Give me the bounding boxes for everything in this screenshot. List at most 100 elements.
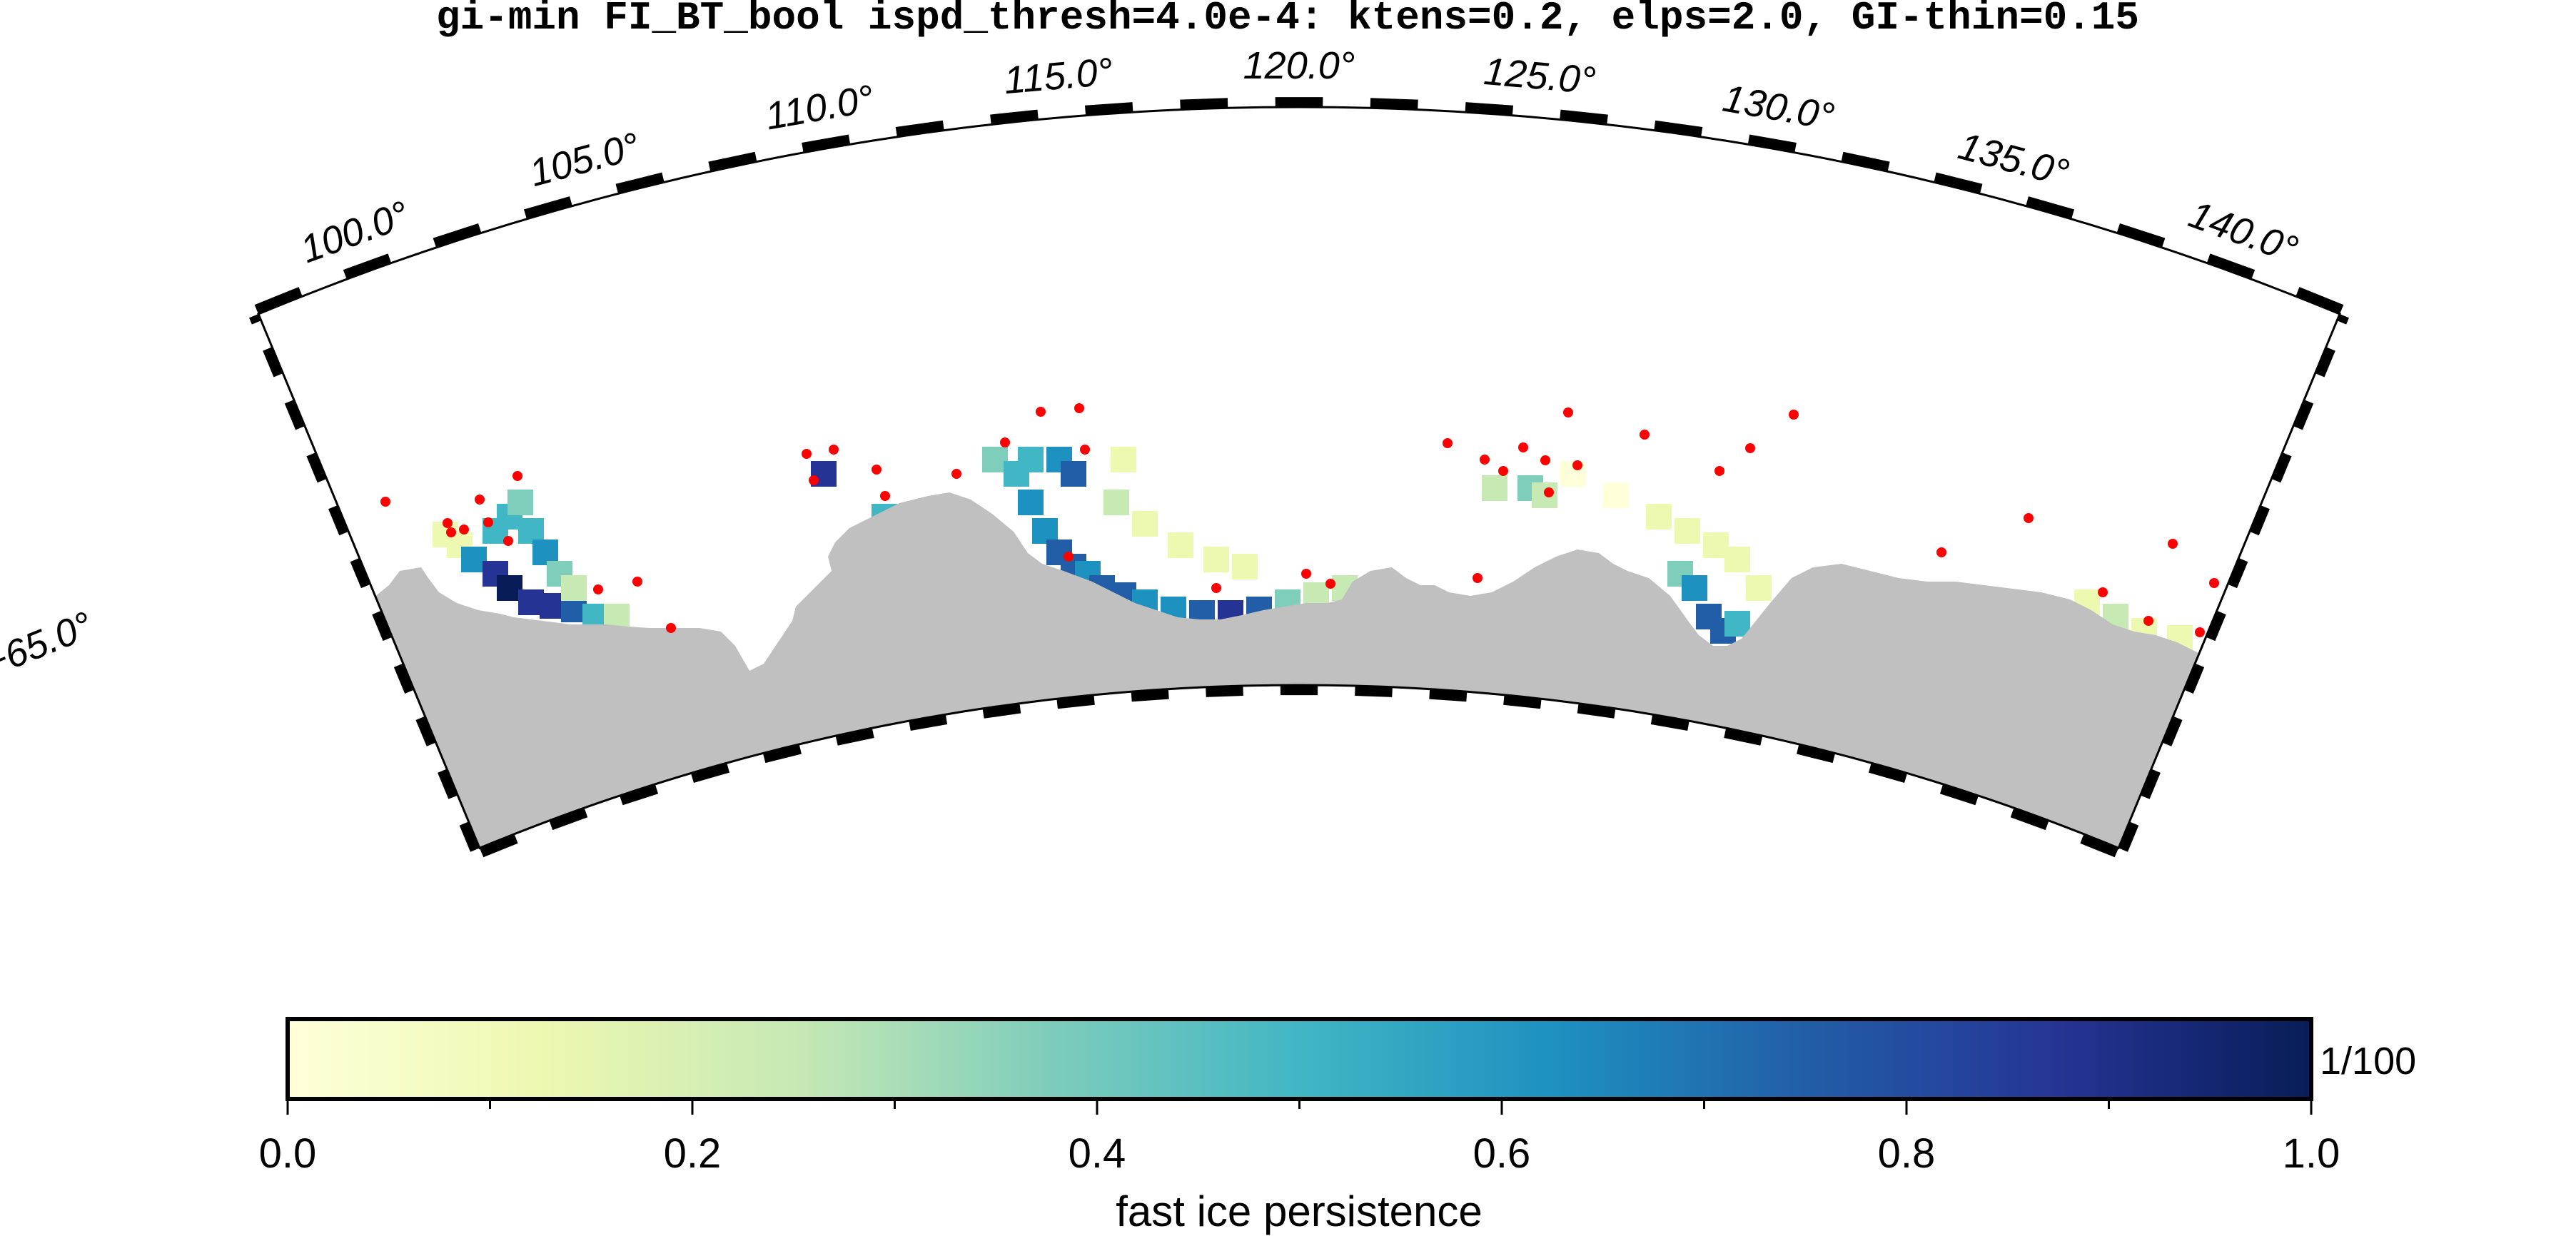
antarctic-land <box>258 492 2340 849</box>
frame-tick <box>1206 686 1243 697</box>
frame-tick <box>2183 663 2205 694</box>
fast-ice-cell <box>1646 504 1672 530</box>
longitude-labels: 100.0°105.0°110.0°115.0° 120.0° 125.0°130.… <box>295 44 2303 271</box>
frame-tick <box>1280 685 1318 696</box>
grounded-iceberg-dot <box>1000 437 1010 447</box>
frame-tick <box>1355 686 1393 697</box>
frame-tick <box>2010 808 2049 831</box>
grounded-iceberg-dot <box>2098 587 2108 597</box>
grounded-iceberg-dot <box>1540 455 1550 465</box>
fast-ice-cell <box>1018 447 1044 472</box>
frame-tick <box>1465 102 1514 116</box>
frame-tick <box>1275 97 1323 108</box>
longitude-label: 130.0° <box>1719 77 1837 138</box>
fast-ice-cell <box>1203 547 1229 572</box>
frame-tick <box>2116 223 2166 248</box>
frame-tick <box>2206 610 2226 642</box>
frame-tick <box>615 172 665 194</box>
frame-tick <box>328 505 349 536</box>
fast-ice-cell <box>129 589 155 615</box>
colorbar-tick-label: 0.4 <box>1069 1130 1126 1177</box>
fast-ice-cell <box>507 490 533 515</box>
fast-ice-cell <box>1603 482 1629 508</box>
grounded-iceberg-dot <box>1640 430 1650 440</box>
frame-tick <box>1841 151 1890 172</box>
colorbar-tick-label: 0.0 <box>259 1130 317 1177</box>
grounded-iceberg-dot <box>1074 403 1084 413</box>
fast-ice-cell <box>1018 490 1044 515</box>
map-frame <box>97 97 2413 858</box>
fast-ice-cell <box>2310 761 2335 786</box>
frame-tick <box>479 834 518 858</box>
fast-ice-cell <box>172 650 198 676</box>
frame-tick <box>802 134 851 153</box>
grounded-iceberg-dot <box>1211 583 1221 593</box>
longitude-label: 140.0° <box>2183 193 2303 271</box>
grounded-iceberg-dot <box>1572 460 1582 470</box>
frame-tick <box>1056 694 1095 709</box>
grounded-iceberg-dot <box>306 574 316 584</box>
frame-tick <box>982 703 1021 719</box>
fast-ice-cell <box>158 632 183 658</box>
fast-ice-cell <box>218 625 244 651</box>
frame-tick <box>1180 98 1228 110</box>
grounded-iceberg-dot <box>1080 445 1090 455</box>
grounded-iceberg-dot <box>2403 692 2413 702</box>
grounded-iceberg-dot <box>2324 749 2334 759</box>
grounded-iceberg-dot <box>1789 410 1799 420</box>
grounded-iceberg-dot <box>475 495 485 505</box>
frame-tick <box>2337 314 2349 325</box>
colorbar: 0.0 0.2 0.4 0.6 0.8 1.0 1/100 fast ice persis… <box>259 1017 2416 1235</box>
frame-tick <box>2080 834 2119 858</box>
fast-ice-cell <box>1232 554 1258 579</box>
longitude-label: 115.0° <box>1002 50 1114 102</box>
grounded-iceberg-dot <box>2306 759 2316 769</box>
longitude-label: 120.0° <box>1243 44 1355 87</box>
frame-tick <box>2228 557 2248 589</box>
grounded-iceberg-dot <box>802 449 812 459</box>
grounded-iceberg-dot <box>2302 728 2312 738</box>
grounded-iceberg-dot <box>1563 407 1573 417</box>
colorbar-ticks: 0.0 0.2 0.4 0.6 0.8 1.0 <box>259 1099 2340 1177</box>
grounded-iceberg-dot <box>1745 443 1755 453</box>
frame-tick <box>2295 287 2344 315</box>
grounded-iceberg-dot <box>2315 630 2325 640</box>
colorbar-tick-label: 1.0 <box>2283 1130 2340 1177</box>
frame-tick <box>1650 714 1689 731</box>
fast-ice-cell <box>1532 482 1557 508</box>
grounded-iceberg-dot <box>1518 442 1528 452</box>
grounded-iceberg-dot <box>1443 438 1453 448</box>
frame-tick <box>2271 452 2292 483</box>
grounded-iceberg-dot <box>1936 547 1946 557</box>
grounded-iceberg-dot <box>1498 466 1508 476</box>
frame-tick <box>1084 102 1133 116</box>
grounded-iceberg-dot <box>2143 616 2153 626</box>
frame-tick <box>2162 716 2183 746</box>
frame-tick <box>459 821 480 852</box>
fast-ice-cell <box>115 561 141 587</box>
frame-tick <box>433 223 482 248</box>
fast-ice-cell <box>197 618 223 644</box>
frame-tick <box>415 716 436 746</box>
frame-tick <box>372 610 393 642</box>
colorbar-tick-label: 0.8 <box>1878 1130 1936 1177</box>
map-boundary <box>257 106 2341 850</box>
grounded-iceberg-dot <box>2299 667 2309 677</box>
grounded-iceberg-dot <box>97 512 107 522</box>
grounded-iceberg-dot <box>1301 569 1311 579</box>
frame-tick <box>1370 98 1418 110</box>
grounded-iceberg-dot <box>512 471 522 481</box>
frame-tick <box>762 744 802 764</box>
grounded-iceberg-dot <box>593 584 603 594</box>
latitude-label: −65.0° <box>0 604 99 686</box>
fast-ice-cell <box>1111 447 1136 472</box>
grounded-iceberg-dot <box>1064 552 1074 562</box>
fast-ice-cell <box>1682 575 1707 601</box>
fast-ice-cell <box>1061 461 1086 487</box>
grounded-iceberg-dot <box>1714 466 1724 476</box>
frame-tick <box>2315 347 2335 378</box>
colorbar-gradient <box>286 1017 2313 1101</box>
fast-ice-cell <box>258 625 273 651</box>
grounded-iceberg-dot <box>632 577 642 587</box>
frame-tick <box>2026 196 2075 219</box>
